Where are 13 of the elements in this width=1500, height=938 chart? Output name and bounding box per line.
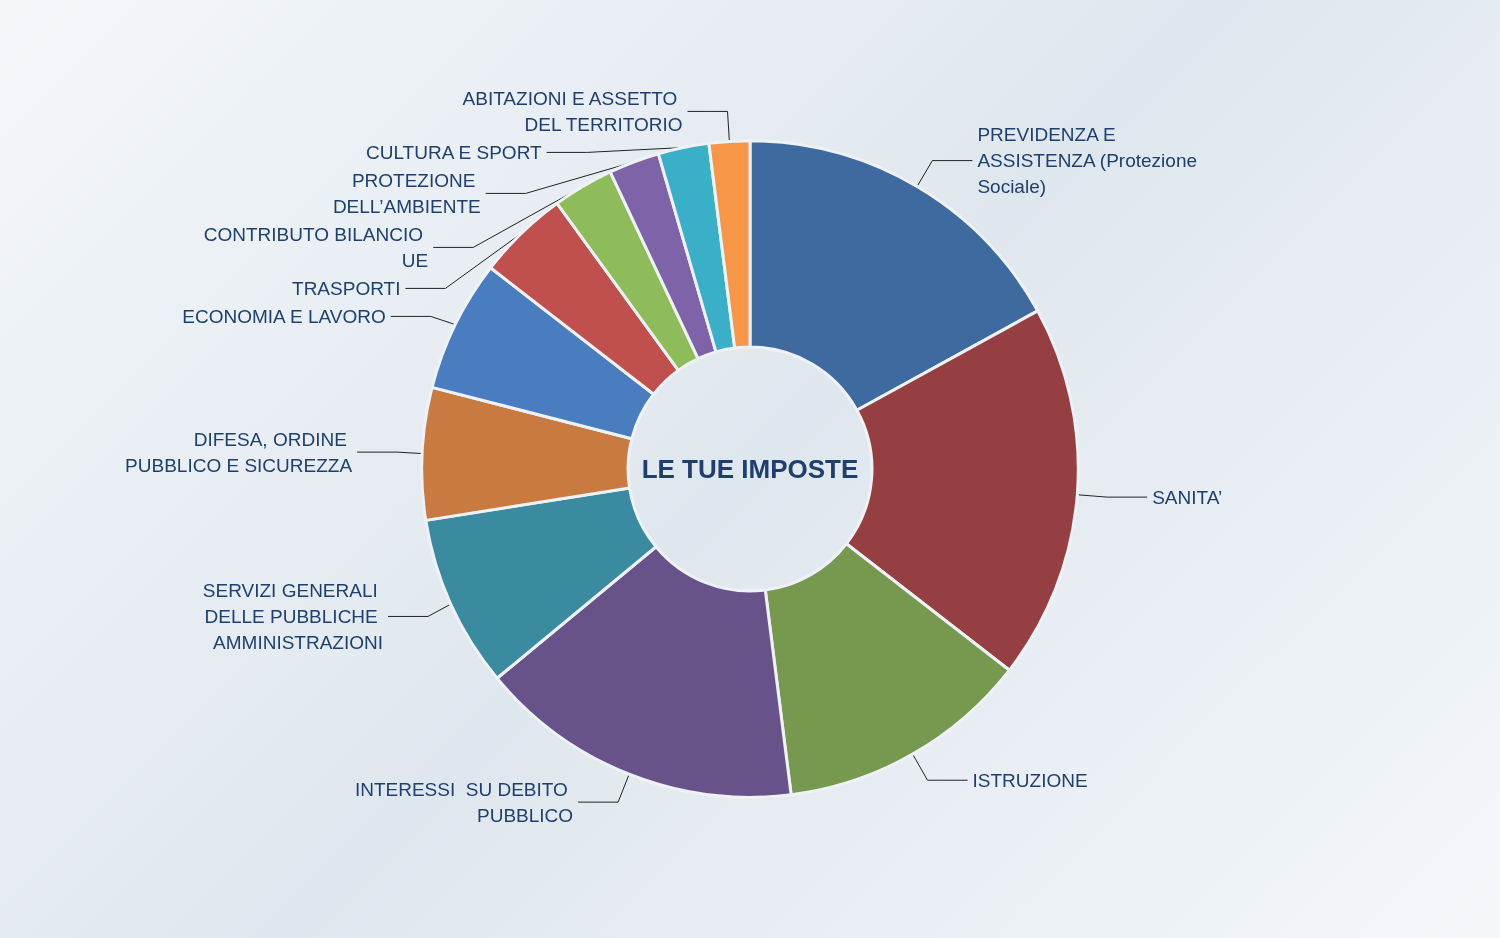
slice-label: SERVIZI GENERALI DELLE PUBBLICHE AMMINISTRAZIONI <box>202 579 384 653</box>
slice-label: ECONOMIA E LAVORO <box>182 305 386 327</box>
slice-label: ISTRUZIONE <box>972 769 1088 791</box>
slice-label: CONTRIBUTO BILANCIO UE <box>203 223 429 271</box>
slice-label: CULTURA E SPORT <box>366 141 543 163</box>
slice-label: SANITA’ <box>1152 486 1223 508</box>
slice-label: PREVIDENZA E ASSISTENZA (Protezione Sociale) <box>977 124 1203 198</box>
slice-label: DIFESA, ORDINE PUBBLICO E SICUREZZA <box>125 428 353 476</box>
slice-label: TRASPORTI <box>292 277 401 299</box>
slice-label: ABITAZIONI E ASSETTO DEL TERRITORIO <box>462 87 683 135</box>
slice-label: PROTEZIONE DELL’AMBIENTE <box>332 169 481 217</box>
slice-label: INTERESSI SU DEBITO PUBBLICO <box>354 778 574 826</box>
text: LE TUE IMPOSTE <box>641 454 859 484</box>
